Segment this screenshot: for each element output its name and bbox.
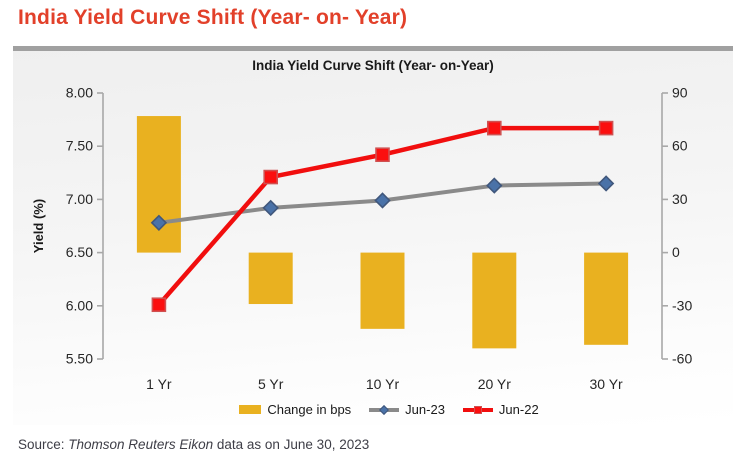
svg-text:1 Yr: 1 Yr [146,376,172,392]
svg-text:20 Yr: 20 Yr [478,376,512,392]
legend-label-change-in-bps: Change in bps [267,402,352,417]
legend-item-jun-23: Jun-23 [369,402,445,417]
source-suffix: data as on June 30, 2023 [213,437,370,452]
chart-panel: India Yield Curve Shift (Year- on-Year) … [13,46,733,425]
legend-label-jun-22: Jun-22 [498,402,539,417]
legend-line-swatch-jun-22 [462,405,493,414]
svg-text:6.50: 6.50 [66,244,93,260]
square-marker-icon [473,405,482,414]
legend-line-swatch-jun-23 [369,404,400,415]
panel-top-border [13,46,733,51]
svg-text:7.50: 7.50 [66,138,93,154]
source-provider: Thomson Reuters Eikon [68,437,214,452]
svg-text:8.00: 8.00 [66,85,93,101]
svg-text:-30: -30 [672,297,692,313]
svg-text:10 Yr: 10 Yr [366,376,400,392]
legend-item-jun-22: Jun-22 [462,402,539,417]
svg-text:7.00: 7.00 [66,191,93,207]
legend-label-jun-23: Jun-23 [405,402,445,417]
svg-text:5.50: 5.50 [66,351,93,367]
chart-title: India Yield Curve Shift (Year- on-Year) [252,58,494,73]
diamond-marker-icon [379,404,390,415]
svg-text:6.00: 6.00 [66,297,93,313]
svg-text:60: 60 [672,138,688,154]
chart-legend: Change in bps Jun-23 Jun-22 [29,402,745,417]
source-note: Source: Thomson Reuters Eikon data as on… [18,437,369,452]
page-title: India Yield Curve Shift (Year- on- Year) [18,6,408,29]
chart-canvas: 8.00 7.50 7.00 6.50 6.00 5.50 90 60 30 0 -30 -60 1 Y… [31,85,692,393]
svg-text:30 Yr: 30 Yr [589,376,623,392]
svg-text:Yield (%): Yield (%) [31,199,46,253]
legend-bar-swatch [239,405,262,414]
svg-text:90: 90 [672,85,688,101]
legend-item-change-in-bps: Change in bps [239,402,351,417]
svg-text:30: 30 [672,191,688,207]
source-prefix: Source: [18,437,69,452]
svg-text:0: 0 [672,244,680,260]
svg-text:5 Yr: 5 Yr [258,376,284,392]
svg-text:-60: -60 [672,351,692,367]
